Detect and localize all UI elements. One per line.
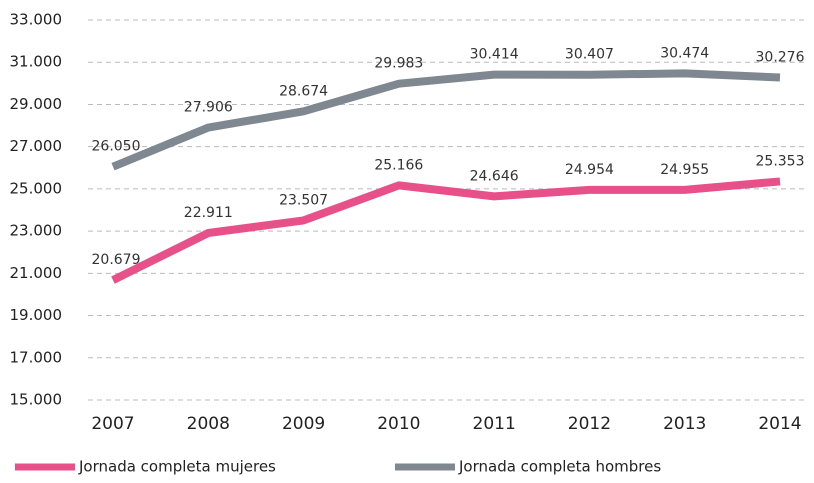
x-tick-label: 2009	[282, 414, 325, 434]
data-label: 20.679	[92, 252, 141, 268]
y-tick-label: 15.000	[10, 391, 63, 409]
x-tick-label: 2008	[187, 414, 230, 434]
y-tick-label: 31.000	[10, 53, 63, 71]
x-tick-label: 2011	[473, 414, 516, 434]
y-tick-label: 21.000	[10, 264, 63, 282]
x-tick-label: 2010	[377, 414, 420, 434]
data-label: 24.646	[470, 168, 519, 184]
data-label: 29.983	[374, 56, 423, 72]
data-label: 25.353	[756, 153, 805, 169]
data-label: 30.414	[470, 47, 519, 63]
data-label: 28.674	[279, 83, 328, 99]
y-tick-label: 29.000	[10, 95, 63, 113]
data-label: 26.050	[92, 139, 141, 155]
x-tick-label: 2012	[568, 414, 611, 434]
data-label: 22.911	[184, 205, 233, 221]
y-tick-label: 17.000	[10, 348, 63, 366]
legend-label: Jornada completa hombres	[458, 458, 661, 476]
y-tick-label: 25.000	[10, 179, 63, 197]
data-label: 27.906	[184, 100, 233, 116]
y-tick-label: 23.000	[10, 222, 63, 240]
y-tick-label: 19.000	[10, 306, 63, 324]
legend-label: Jornada completa mujeres	[78, 458, 276, 476]
x-tick-label: 2013	[663, 414, 706, 434]
data-label: 30.276	[756, 50, 805, 66]
data-label: 24.955	[660, 162, 709, 178]
data-label: 30.407	[565, 47, 614, 63]
y-tick-label: 33.000	[10, 11, 63, 29]
series-line	[111, 177, 781, 284]
series-line	[111, 69, 781, 171]
data-label: 23.507	[279, 192, 328, 208]
x-tick-label: 2007	[91, 414, 134, 434]
data-label: 24.954	[565, 162, 614, 178]
data-label: 25.166	[374, 157, 423, 173]
x-tick-label: 2014	[758, 414, 801, 434]
y-tick-label: 27.000	[10, 137, 63, 155]
data-label: 30.474	[660, 45, 709, 61]
